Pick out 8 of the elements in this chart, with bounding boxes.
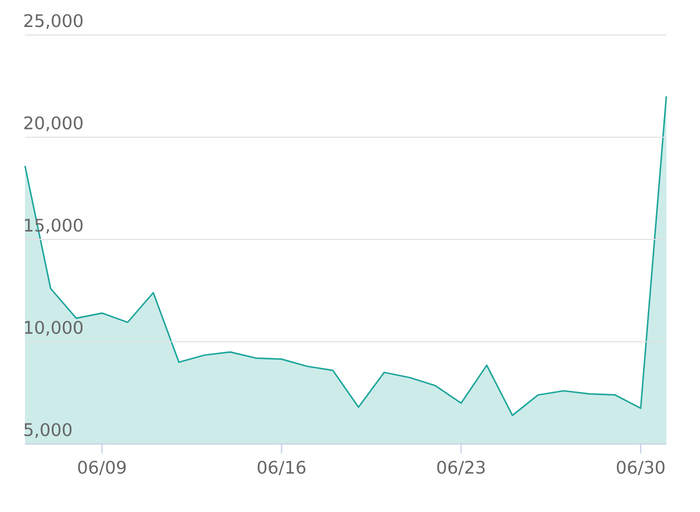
y-tick-label: 10,000 <box>24 320 83 336</box>
x-tick-label: 06/16 <box>258 460 306 476</box>
y-tick-label: 20,000 <box>24 116 83 132</box>
y-tick-label: 5,000 <box>24 423 72 438</box>
x-tick-label: 06/23 <box>437 460 485 476</box>
x-tick-label: 06/09 <box>78 460 126 476</box>
y-tick-label: 25,000 <box>24 14 83 29</box>
x-tick-label: 06/30 <box>616 460 664 476</box>
